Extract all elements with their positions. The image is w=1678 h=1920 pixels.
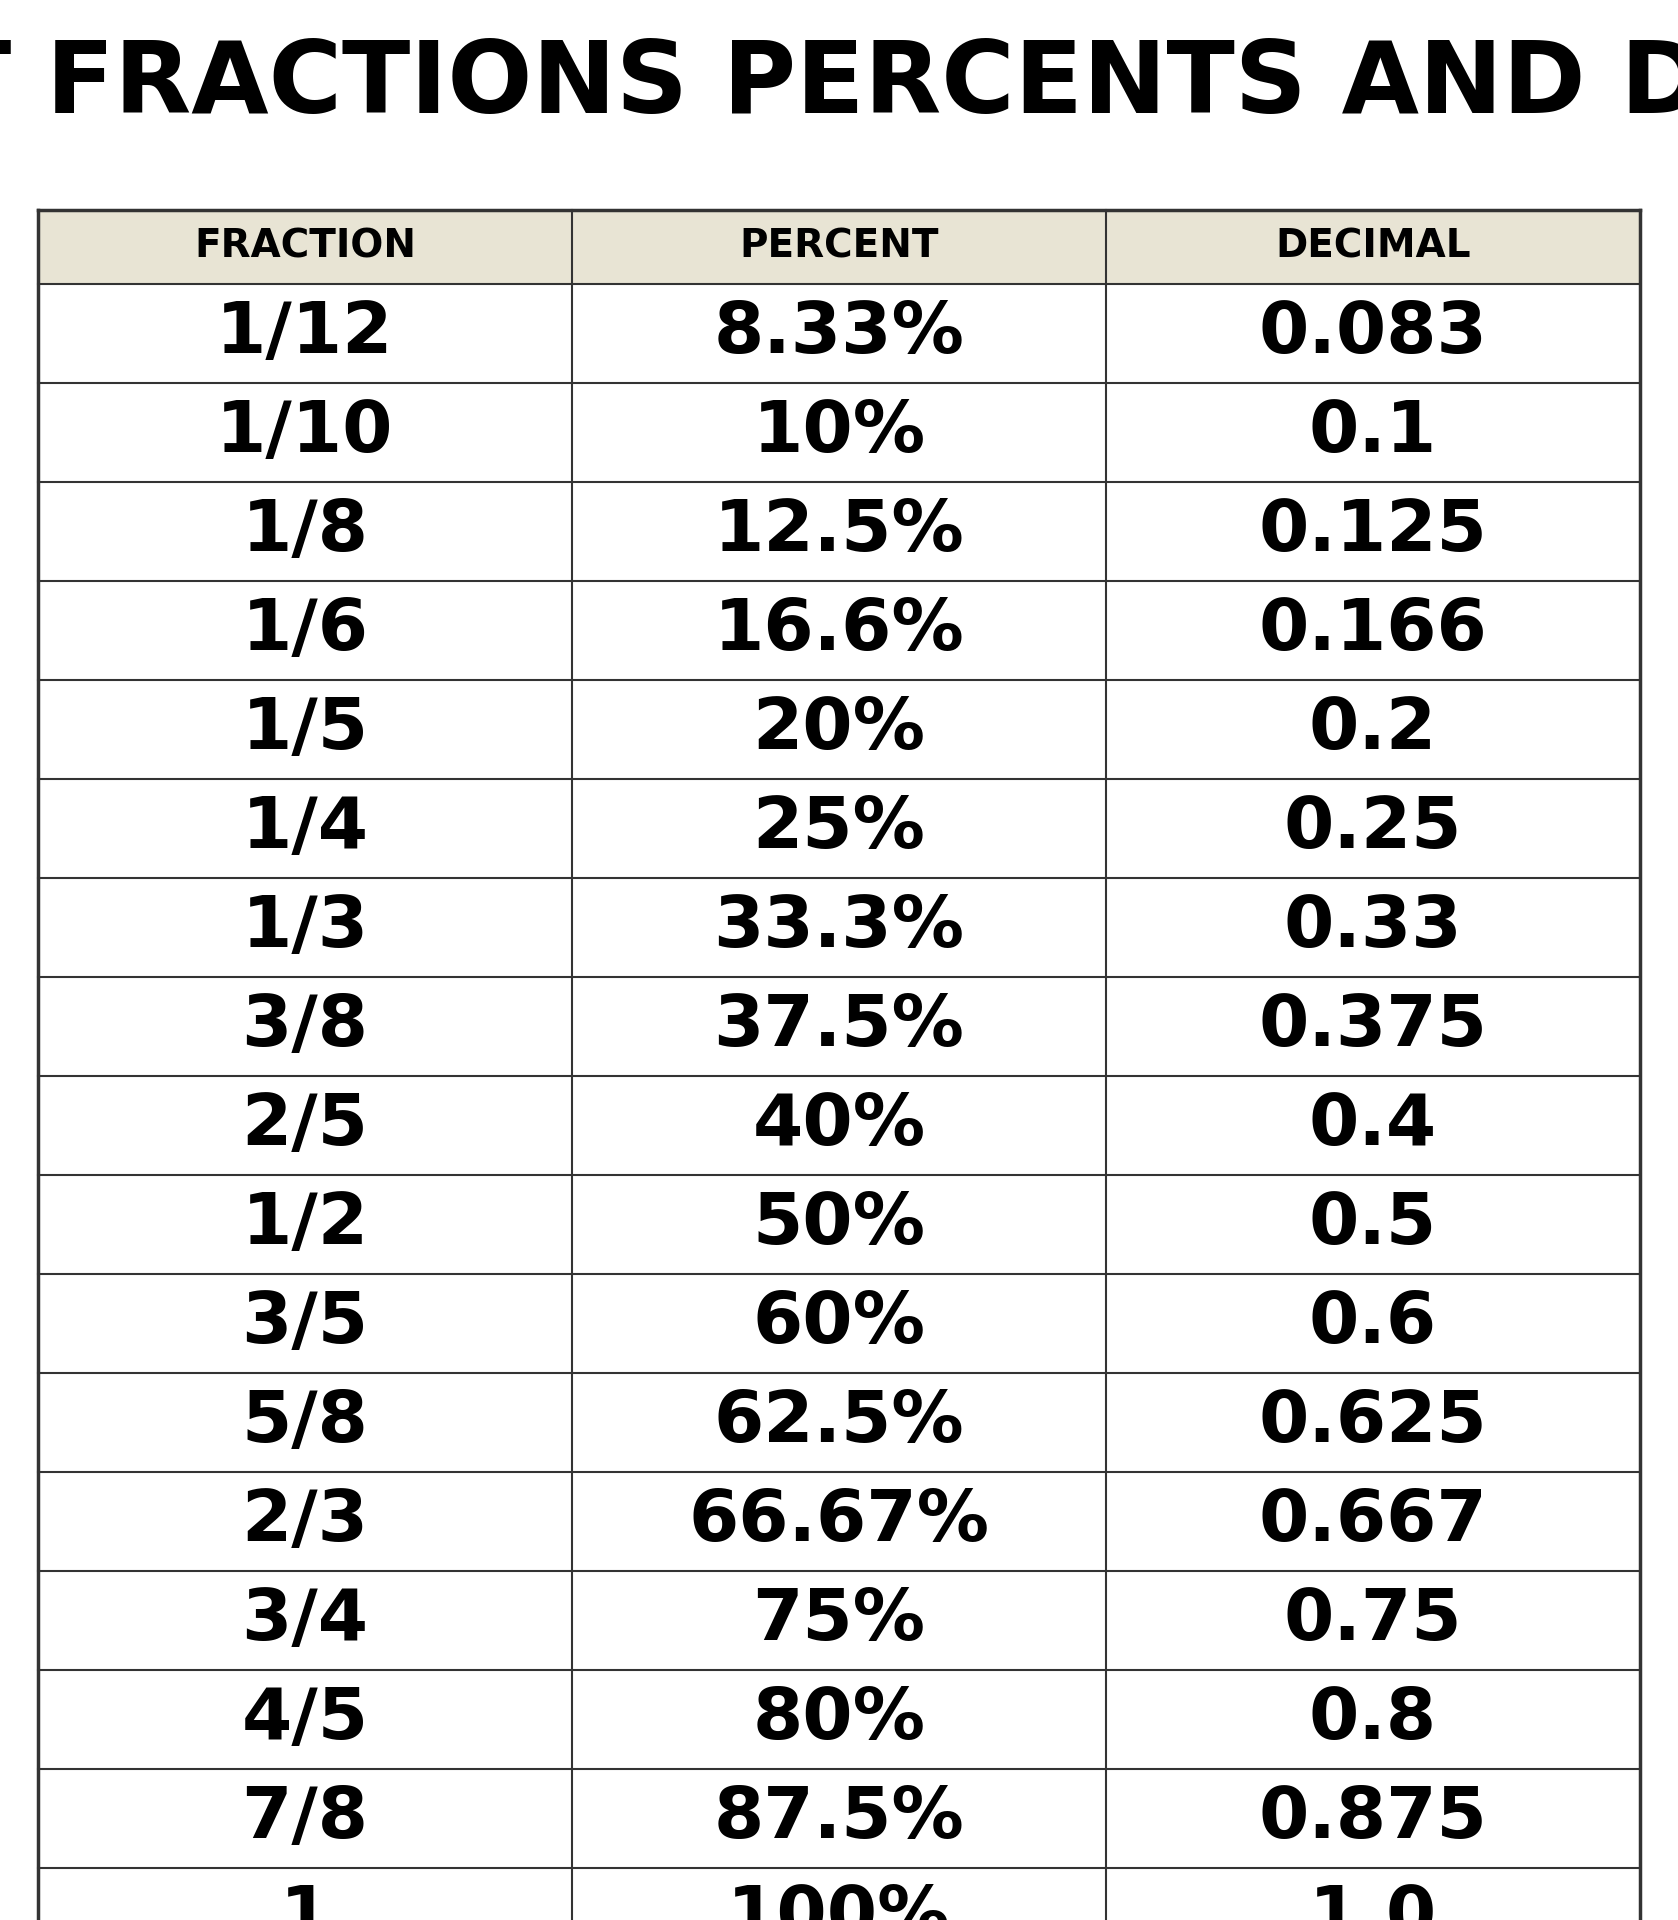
Text: 0.667: 0.667 <box>1258 1486 1487 1555</box>
Text: CONVERT FRACTIONS PERCENTS AND DECIMALS: CONVERT FRACTIONS PERCENTS AND DECIMALS <box>0 36 1678 134</box>
Bar <box>39 582 1639 680</box>
Text: 75%: 75% <box>752 1586 926 1655</box>
Text: 0.166: 0.166 <box>1258 595 1487 664</box>
Text: 40%: 40% <box>752 1091 926 1160</box>
Text: 1/3: 1/3 <box>242 893 369 962</box>
Bar <box>39 209 1639 284</box>
Text: 7/8: 7/8 <box>242 1784 369 1853</box>
Bar <box>39 382 1639 482</box>
Bar <box>39 284 1639 382</box>
Bar <box>39 1868 1639 1920</box>
Text: 0.6: 0.6 <box>1309 1288 1436 1357</box>
Text: 1/12: 1/12 <box>216 300 394 369</box>
Text: 100%: 100% <box>727 1884 951 1920</box>
Text: 87.5%: 87.5% <box>713 1784 965 1853</box>
Bar <box>39 1473 1639 1571</box>
Text: 8.33%: 8.33% <box>713 300 965 369</box>
Text: 5/8: 5/8 <box>242 1388 369 1457</box>
Text: 1/4: 1/4 <box>242 795 369 862</box>
Bar <box>39 877 1639 977</box>
Text: 0.125: 0.125 <box>1258 497 1487 566</box>
Text: 1: 1 <box>280 1884 331 1920</box>
Bar <box>39 1373 1639 1473</box>
Text: 3/8: 3/8 <box>242 993 369 1062</box>
Text: 1/5: 1/5 <box>242 695 369 764</box>
Text: PERCENT: PERCENT <box>740 228 938 267</box>
Text: 1/10: 1/10 <box>216 397 394 467</box>
Text: 80%: 80% <box>752 1686 926 1755</box>
Text: 0.4: 0.4 <box>1309 1091 1436 1160</box>
Bar <box>39 482 1639 582</box>
Text: 20%: 20% <box>752 695 926 764</box>
Text: 16.6%: 16.6% <box>713 595 965 664</box>
Text: FRACTION: FRACTION <box>195 228 416 267</box>
Text: 0.33: 0.33 <box>1284 893 1462 962</box>
Text: 1/8: 1/8 <box>242 497 369 566</box>
Text: 4/5: 4/5 <box>242 1686 369 1755</box>
Text: 0.5: 0.5 <box>1309 1190 1436 1260</box>
Text: 1/2: 1/2 <box>242 1190 369 1260</box>
Bar <box>39 1670 1639 1768</box>
Text: 3/5: 3/5 <box>242 1288 369 1357</box>
Text: 0.8: 0.8 <box>1309 1686 1436 1755</box>
Text: 37.5%: 37.5% <box>713 993 965 1062</box>
Bar <box>39 1768 1639 1868</box>
Text: 0.75: 0.75 <box>1284 1586 1462 1655</box>
Text: 2/3: 2/3 <box>242 1486 369 1555</box>
Text: 60%: 60% <box>752 1288 926 1357</box>
Text: 0.625: 0.625 <box>1258 1388 1487 1457</box>
Text: 0.25: 0.25 <box>1284 795 1462 862</box>
Text: 62.5%: 62.5% <box>713 1388 965 1457</box>
Bar <box>39 680 1639 780</box>
Text: 50%: 50% <box>752 1190 926 1260</box>
Text: 10%: 10% <box>752 397 926 467</box>
Text: 0.2: 0.2 <box>1309 695 1436 764</box>
Bar <box>39 780 1639 877</box>
Text: 25%: 25% <box>752 795 925 862</box>
Text: 66.67%: 66.67% <box>688 1486 990 1555</box>
Text: 33.3%: 33.3% <box>713 893 965 962</box>
Text: DECIMAL: DECIMAL <box>1275 228 1470 267</box>
Text: 1/6: 1/6 <box>242 595 369 664</box>
Bar <box>39 1175 1639 1275</box>
Text: 0.083: 0.083 <box>1258 300 1487 369</box>
Text: 0.1: 0.1 <box>1309 397 1436 467</box>
Text: 2/5: 2/5 <box>242 1091 369 1160</box>
Bar <box>39 1571 1639 1670</box>
Text: 12.5%: 12.5% <box>713 497 965 566</box>
Text: 3/4: 3/4 <box>242 1586 369 1655</box>
Bar <box>39 977 1639 1075</box>
Bar <box>39 1075 1639 1175</box>
Bar <box>39 1275 1639 1373</box>
Text: 0.375: 0.375 <box>1258 993 1487 1062</box>
Text: 1.0: 1.0 <box>1309 1884 1436 1920</box>
Text: 0.875: 0.875 <box>1258 1784 1487 1853</box>
